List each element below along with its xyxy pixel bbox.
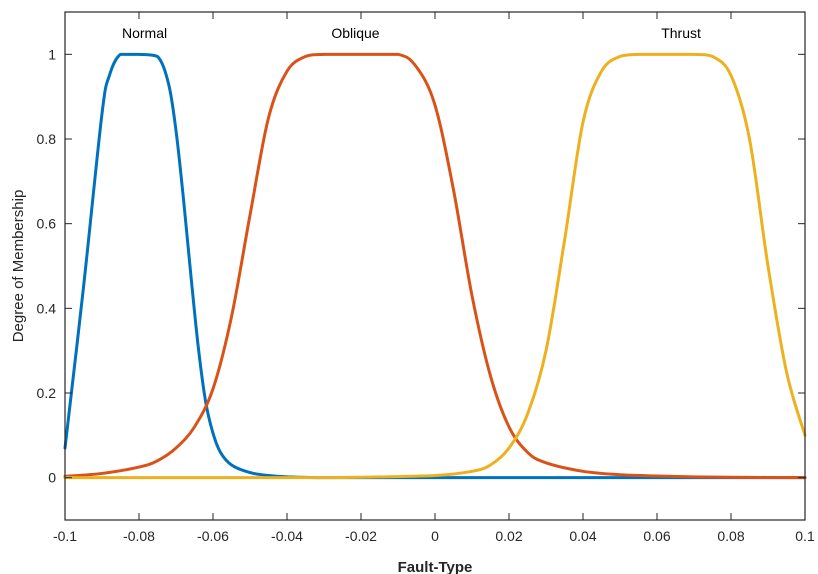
x-tick-label: -0.1: [53, 528, 77, 544]
x-axis-title: Fault-Type: [398, 559, 473, 574]
x-tick-label: -0.04: [271, 528, 303, 544]
x-tick-label: 0.06: [643, 528, 670, 544]
y-tick-label: 0: [48, 470, 56, 486]
x-tick-label: 0: [431, 528, 439, 544]
x-tick-label: 0.08: [717, 528, 744, 544]
ticks-layer: [64, 12, 806, 520]
y-tick-label: 0.8: [37, 131, 57, 147]
x-tick-label: 0.02: [495, 528, 522, 544]
x-tick-label: -0.06: [197, 528, 229, 544]
x-tick-label: 0.1: [795, 528, 815, 544]
y-tick-label: 0.4: [37, 300, 57, 316]
series-label-normal: Normal: [122, 25, 167, 41]
y-tick-label: 0.2: [37, 385, 57, 401]
y-tick-label: 1: [48, 46, 56, 62]
series-line-thrust: [63, 52, 807, 480]
labels-layer: -0.1 -0.08 -0.06 -0.04 -0.02 0 0.02 0.04 0.06 0.0…: [37, 25, 815, 544]
series-label-oblique: Oblique: [331, 25, 379, 41]
x-tick-label: 0.04: [569, 528, 596, 544]
y-tick-label: 0.6: [37, 216, 57, 232]
plot-frame: [64, 11, 806, 521]
x-tick-label: -0.08: [123, 528, 155, 544]
series-line-normal: [63, 52, 807, 480]
series-line-oblique: [63, 52, 807, 480]
y-axis-title: Degree of Membership: [10, 190, 27, 343]
series-label-thrust: Thrust: [661, 25, 701, 41]
x-tick-label: -0.02: [345, 528, 377, 544]
series-layer: [63, 52, 807, 480]
